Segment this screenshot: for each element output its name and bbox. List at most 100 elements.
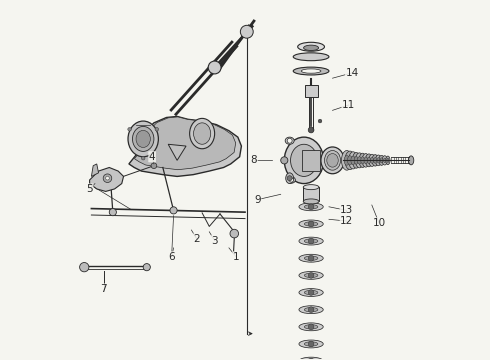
Ellipse shape [382,156,387,165]
Ellipse shape [288,177,295,183]
Ellipse shape [304,291,318,295]
Circle shape [318,119,322,123]
Ellipse shape [304,325,318,329]
Ellipse shape [128,121,158,157]
Text: 10: 10 [372,218,386,228]
Ellipse shape [304,222,318,226]
Ellipse shape [364,157,368,164]
Ellipse shape [299,340,323,348]
Ellipse shape [284,137,323,184]
Ellipse shape [361,157,365,164]
Ellipse shape [299,289,323,296]
Ellipse shape [304,359,318,360]
Circle shape [143,264,150,271]
Ellipse shape [299,306,323,314]
Ellipse shape [349,152,358,169]
Circle shape [155,127,159,131]
Circle shape [106,176,109,180]
Circle shape [230,229,239,238]
Ellipse shape [299,220,323,228]
Circle shape [287,176,292,181]
Circle shape [128,127,131,131]
Circle shape [308,204,314,210]
Ellipse shape [324,150,341,170]
Ellipse shape [366,154,372,167]
Ellipse shape [299,271,323,279]
Ellipse shape [301,69,321,73]
Ellipse shape [304,45,318,50]
Ellipse shape [344,156,349,165]
Circle shape [308,324,314,330]
Ellipse shape [291,144,318,176]
Text: 3: 3 [211,236,218,246]
Ellipse shape [384,158,386,163]
Ellipse shape [342,150,352,170]
Ellipse shape [304,239,318,243]
Circle shape [308,307,314,312]
Circle shape [289,178,294,182]
Ellipse shape [358,157,362,164]
Ellipse shape [321,147,344,174]
Ellipse shape [409,156,414,165]
Ellipse shape [194,123,211,144]
Ellipse shape [345,151,355,170]
Ellipse shape [379,156,385,165]
Ellipse shape [375,155,381,166]
Polygon shape [90,167,123,192]
Ellipse shape [136,130,150,148]
Polygon shape [168,144,186,160]
Ellipse shape [352,153,360,168]
Circle shape [308,290,314,296]
Ellipse shape [299,203,323,211]
Circle shape [151,163,157,168]
Ellipse shape [372,155,378,166]
Ellipse shape [387,158,389,162]
Circle shape [109,208,117,216]
Ellipse shape [298,42,324,51]
Bar [305,85,318,97]
Bar [303,187,319,202]
Ellipse shape [386,156,390,165]
Ellipse shape [190,118,215,149]
Text: 5: 5 [86,184,93,194]
Ellipse shape [303,185,319,190]
Circle shape [170,207,177,214]
Ellipse shape [304,204,318,209]
Circle shape [142,157,145,160]
Ellipse shape [354,157,358,164]
Ellipse shape [304,273,318,278]
Ellipse shape [347,156,352,165]
Ellipse shape [132,126,154,152]
Text: 6: 6 [169,252,175,262]
Ellipse shape [293,67,329,75]
Polygon shape [134,117,236,170]
Circle shape [287,138,292,143]
Ellipse shape [285,137,294,144]
Text: 9: 9 [254,195,261,204]
Text: 4: 4 [149,152,155,162]
Polygon shape [129,116,242,176]
Ellipse shape [304,342,318,346]
Ellipse shape [369,154,375,166]
Circle shape [281,157,288,164]
Circle shape [308,358,314,360]
Text: 14: 14 [345,68,359,78]
Ellipse shape [299,323,323,331]
Circle shape [103,174,112,183]
Ellipse shape [370,157,374,163]
Circle shape [241,25,253,38]
Polygon shape [92,164,98,176]
Ellipse shape [351,156,355,165]
Ellipse shape [304,307,318,312]
Text: 8: 8 [250,156,257,165]
Text: 11: 11 [342,100,355,110]
Ellipse shape [377,158,380,163]
Text: 7: 7 [100,284,107,294]
Circle shape [308,255,314,261]
Text: 13: 13 [340,205,353,215]
Ellipse shape [293,53,329,61]
Circle shape [308,127,314,133]
Ellipse shape [304,256,318,260]
Ellipse shape [303,199,319,204]
Circle shape [208,61,221,74]
